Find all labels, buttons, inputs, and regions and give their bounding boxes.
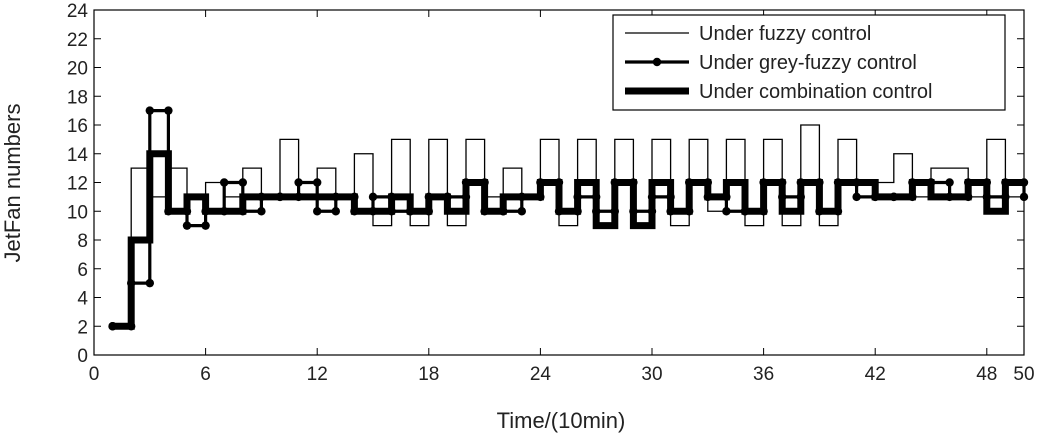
y-axis-label: JetFan numbers [0, 104, 25, 263]
x-tick-label: 12 [307, 364, 328, 385]
series-line-marker [112, 109, 1026, 328]
data-point [313, 207, 322, 216]
y-tick-label: 0 [77, 346, 88, 367]
x-tick-label: 30 [641, 364, 662, 385]
data-point [722, 207, 731, 216]
x-tick-label: 42 [865, 364, 886, 385]
data-point [945, 178, 954, 187]
y-tick-label: 4 [77, 289, 88, 310]
legend: Under fuzzy control Under grey-fuzzy cont… [612, 14, 1006, 111]
data-point [313, 178, 322, 187]
data-point [257, 207, 266, 216]
y-tick-label: 12 [67, 174, 88, 195]
y-tick-label: 10 [67, 202, 88, 223]
data-point [294, 178, 303, 187]
legend-label: Under fuzzy control [699, 23, 871, 45]
data-point [331, 207, 340, 216]
data-point [368, 192, 378, 202]
legend-label: Under combination control [699, 81, 932, 103]
y-tick-label: 6 [77, 260, 88, 281]
y-tick-label: 20 [67, 59, 88, 80]
data-point [220, 178, 229, 187]
y-tick-label: 14 [67, 145, 89, 166]
y-tick-label: 24 [67, 1, 89, 22]
x-tick-label: 48 [976, 364, 997, 385]
legend-item: Under fuzzy control [625, 23, 871, 45]
y-tick-label: 16 [67, 116, 88, 137]
y-tick-label: 2 [77, 317, 88, 338]
y-tick-label: 22 [67, 30, 88, 51]
data-point [145, 106, 154, 115]
legend-label: Under grey-fuzzy control [699, 52, 917, 74]
data-point [517, 207, 526, 216]
series-line-thick [112, 150, 1024, 330]
x-axis-label: Time/(10min) [497, 408, 626, 433]
x-tick-label: 6 [200, 364, 211, 385]
y-tick-label: 18 [67, 87, 88, 108]
data-point [238, 178, 247, 187]
x-tick-label: 50 [1013, 364, 1034, 385]
x-tick-label: 36 [753, 364, 774, 385]
series-thick [112, 150, 1024, 330]
legend-item: Under combination control [625, 81, 932, 103]
data-point [182, 221, 192, 230]
data-point [164, 106, 173, 115]
data-point [201, 221, 210, 230]
legend-marker [652, 57, 662, 67]
series-line-thin [112, 124, 1024, 327]
series-thin [112, 124, 1024, 327]
data-point [852, 192, 861, 202]
data-point [145, 278, 154, 288]
plot-area [108, 106, 1029, 331]
y-tick-label: 8 [77, 231, 88, 252]
legend-item: Under grey-fuzzy control [625, 52, 917, 74]
x-tick-label: 18 [418, 364, 439, 385]
series-marker [108, 106, 1029, 331]
x-tick-label: 0 [89, 364, 100, 385]
x-tick-label: 24 [530, 364, 552, 385]
